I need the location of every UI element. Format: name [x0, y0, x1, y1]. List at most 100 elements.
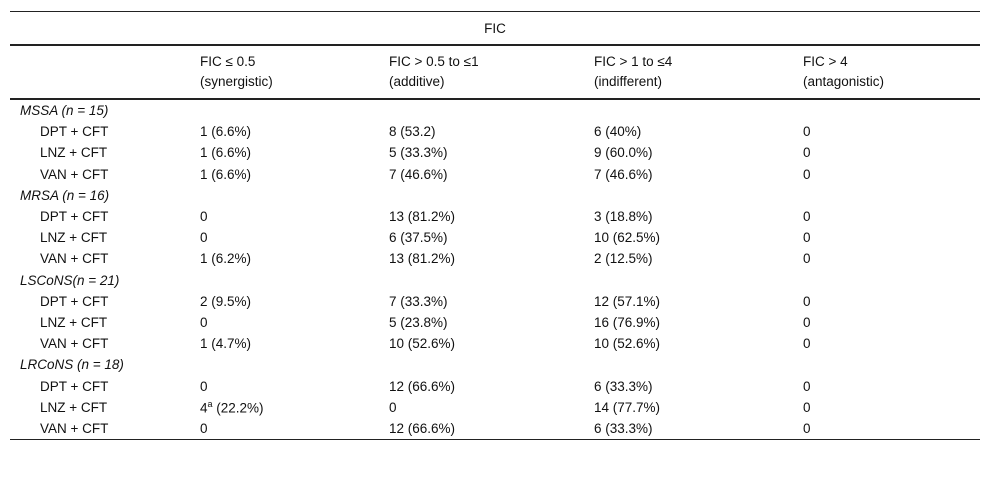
combination-label: DPT + CFT [40, 124, 109, 140]
group-label: MSSA (n = 15) [20, 103, 109, 119]
cell-percent: (22.2%) [212, 400, 264, 416]
combination-label: LNZ + CFT [40, 230, 108, 246]
combination-label: DPT + CFT [40, 209, 109, 225]
table-cell: 0 [803, 293, 811, 309]
combination-label: VAN + CFT [40, 336, 109, 352]
table-cell: 0 [803, 209, 811, 225]
combination-label: VAN + CFT [10, 417, 200, 440]
table-cell: 8 (53.2) [389, 124, 436, 140]
combination-label: LNZ + CFT [40, 145, 108, 161]
column-header-row: FIC ≤ 0.5 (synergistic) FIC > 0.5 to ≤1 (a… [10, 45, 980, 100]
table-cell: 1 (4.7%) [200, 336, 252, 352]
header-synergistic: FIC ≤ 0.5 (synergistic) [200, 45, 389, 100]
table-row: VAN + CFT 1 (6.6%) 7 (46.6%) 7 (46.6%) 0 [10, 164, 980, 185]
header-line1: FIC ≤ 0.5 [200, 54, 256, 69]
cell-value: 4 [200, 400, 208, 416]
combination-label: VAN + CFT [40, 166, 109, 182]
table-row: LNZ + CFT 1 (6.6%) 5 (33.3%) 9 (60.0%) 0 [10, 142, 980, 163]
combination-label: VAN + CFT [40, 251, 109, 267]
table-cell: 0 [389, 399, 397, 415]
table-cell: 13 (81.2%) [389, 251, 456, 267]
table-row: DPT + CFT 0 12 (66.6%) 6 (33.3%) 0 [10, 375, 980, 396]
header-antagonistic: FIC > 4 (antagonistic) [803, 45, 980, 100]
table-cell: 6 (40%) [594, 124, 642, 140]
table-cell: 12 (66.6%) [389, 378, 456, 394]
combination-label: LNZ + CFT [40, 314, 108, 330]
table-cell: 0 [803, 399, 811, 415]
super-header-row: FIC [10, 11, 980, 46]
table-cell: 2 (12.5%) [594, 251, 653, 267]
table-cell: 1 (6.6%) [200, 124, 252, 140]
table-cell: 4a (22.2%) [200, 397, 389, 418]
header-empty [10, 45, 200, 100]
table-cell: 1 (6.6%) [200, 145, 252, 161]
table-cell: 0 [803, 145, 811, 161]
header-line2: (antagonistic) [803, 74, 885, 89]
header-additive: FIC > 0.5 to ≤1 (additive) [389, 45, 594, 100]
table-cell: 6 (33.3%) [594, 417, 803, 440]
table-row: VAN + CFT 0 12 (66.6%) 6 (33.3%) 0 [10, 417, 980, 440]
table-row: DPT + CFT 2 (9.5%) 7 (33.3%) 12 (57.1%) 0 [10, 291, 980, 312]
table-cell: 12 (66.6%) [389, 417, 594, 440]
table-cell: 0 [200, 417, 389, 440]
table-cell: 0 [803, 314, 811, 330]
table-cell: 0 [803, 417, 980, 440]
fic-table: FIC FIC ≤ 0.5 (synergistic) FIC > 0.5 to … [10, 11, 980, 440]
table-row: VAN + CFT 1 (6.2%) 13 (81.2%) 2 (12.5%) 0 [10, 248, 980, 269]
header-line1: FIC > 1 to ≤4 [594, 54, 673, 69]
table-cell: 9 (60.0%) [594, 145, 653, 161]
table-row: LNZ + CFT 4a (22.2%) 0 14 (77.7%) 0 [10, 397, 980, 418]
group-label: LRCoNS (n = 18) [20, 357, 124, 373]
table-cell: 14 (77.7%) [594, 399, 661, 415]
table-cell: 3 (18.8%) [594, 209, 653, 225]
table-cell: 1 (6.6%) [200, 166, 252, 182]
combination-label: LNZ + CFT [40, 399, 108, 415]
table-row: LNZ + CFT 0 6 (37.5%) 10 (62.5%) 0 [10, 227, 980, 248]
table-row: DPT + CFT 1 (6.6%) 8 (53.2) 6 (40%) 0 [10, 121, 980, 142]
table-cell: 1 (6.2%) [200, 251, 252, 267]
table-cell: 6 (33.3%) [594, 378, 653, 394]
super-header: FIC [10, 11, 980, 46]
group-row: MSSA (n = 15) [10, 99, 980, 121]
header-indifferent: FIC > 1 to ≤4 (indifferent) [594, 45, 803, 100]
combination-label: DPT + CFT [40, 293, 109, 309]
table-cell: 0 [803, 124, 811, 140]
table-cell: 5 (33.3%) [389, 145, 448, 161]
footnote-marker: a [207, 398, 213, 409]
table-cell: 0 [200, 209, 208, 225]
table-cell: 7 (46.6%) [594, 166, 653, 182]
table-cell: 7 (33.3%) [389, 293, 448, 309]
table-row: LNZ + CFT 0 5 (23.8%) 16 (76.9%) 0 [10, 312, 980, 333]
header-line1: FIC > 4 [803, 54, 848, 69]
table-cell: 0 [803, 251, 811, 267]
header-line2: (additive) [389, 74, 445, 89]
header-line2: (synergistic) [200, 74, 273, 89]
table-cell: 0 [803, 378, 811, 394]
table-cell: 13 (81.2%) [389, 209, 456, 225]
table-cell: 10 (52.6%) [594, 336, 661, 352]
group-row: LSCoNS(n = 21) [10, 270, 980, 291]
table-cell: 2 (9.5%) [200, 293, 252, 309]
table-cell: 7 (46.6%) [389, 166, 448, 182]
group-label: MRSA (n = 16) [20, 187, 110, 203]
table-cell: 0 [200, 378, 208, 394]
group-row: MRSA (n = 16) [10, 185, 980, 206]
table-cell: 5 (23.8%) [389, 314, 448, 330]
combination-label: DPT + CFT [40, 378, 109, 394]
table-row: DPT + CFT 0 13 (81.2%) 3 (18.8%) 0 [10, 206, 980, 227]
group-label: LSCoNS(n = 21) [20, 272, 120, 288]
table-cell: 12 (57.1%) [594, 293, 661, 309]
table-cell: 6 (37.5%) [389, 230, 448, 246]
table-cell: 0 [200, 230, 208, 246]
table-row: VAN + CFT 1 (4.7%) 10 (52.6%) 10 (52.6%) 0 [10, 333, 980, 354]
header-line1: FIC > 0.5 to ≤1 [389, 54, 479, 69]
header-line2: (indifferent) [594, 74, 663, 89]
table-cell: 0 [803, 336, 811, 352]
table-cell: 0 [803, 166, 811, 182]
table-cell: 10 (62.5%) [594, 230, 661, 246]
table-cell: 0 [200, 314, 208, 330]
table-cell: 10 (52.6%) [389, 336, 456, 352]
table-cell: 0 [803, 230, 811, 246]
table-cell: 16 (76.9%) [594, 314, 661, 330]
group-row: LRCoNS (n = 18) [10, 354, 980, 375]
